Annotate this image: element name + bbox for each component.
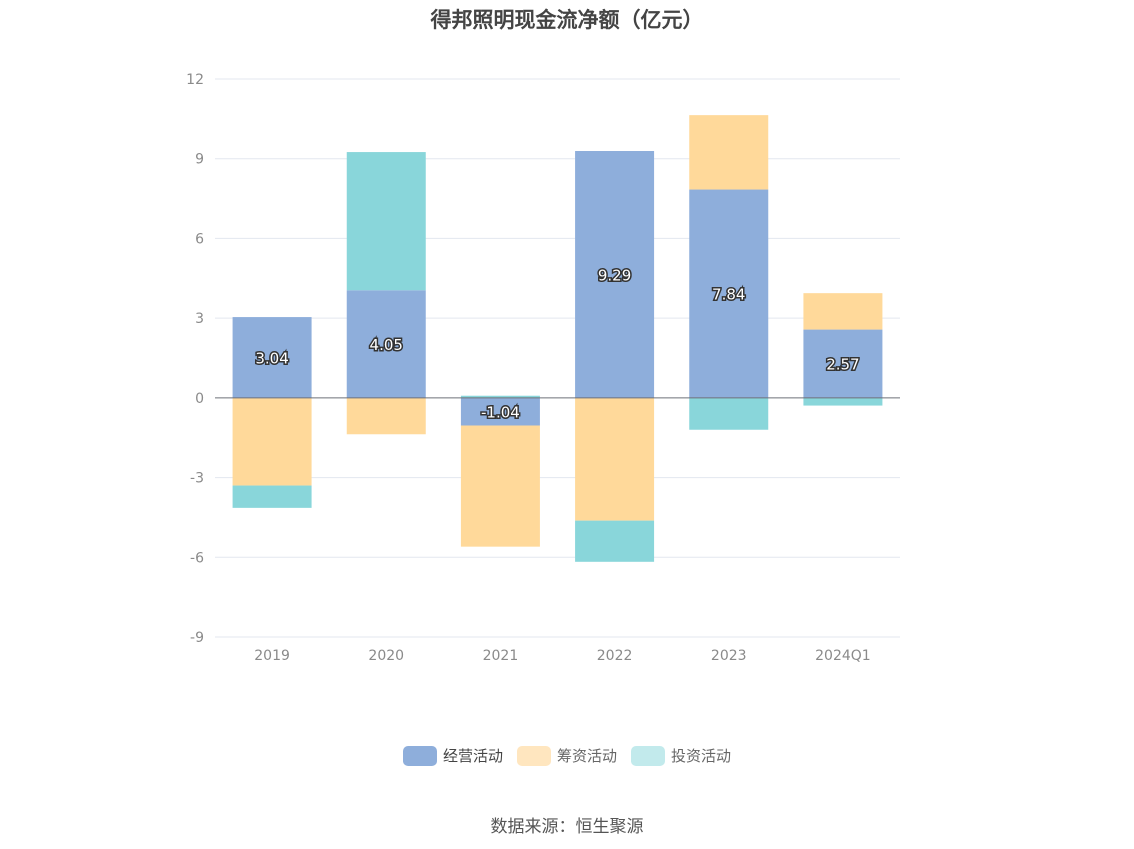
data-label: 4.05 xyxy=(370,336,403,354)
bar-投资活动-2019 xyxy=(232,485,312,508)
bar-投资活动-2021 xyxy=(460,395,540,398)
axes: 12 9 6 3 0 -3 -6 -9 2019 2020 2021 2022 2023 2024Q1 xyxy=(186,72,900,664)
data-label: 7.84 xyxy=(712,286,745,304)
x-tick-label: 2019 xyxy=(254,648,290,664)
y-tick-label: 6 xyxy=(195,231,204,247)
bar-投资活动-2022 xyxy=(575,520,655,562)
bar-经营活动-2022 xyxy=(575,151,655,398)
data-label: 9.29 xyxy=(598,266,631,284)
bar-经营活动-2024Q1 xyxy=(803,329,883,398)
data-label: 2.57 xyxy=(826,356,859,374)
bar-经营活动-2020 xyxy=(346,290,426,398)
bar-筹资活动-2023 xyxy=(689,115,769,190)
data-labels: 3.04 4.05 -1.04 9.29 7.84 2.57 xyxy=(254,265,861,423)
legend-swatch xyxy=(516,745,551,766)
x-tick-label: 2020 xyxy=(368,648,404,664)
x-tick-label: 2024Q1 xyxy=(815,648,871,664)
legend-item[interactable]: 经营活动 xyxy=(402,745,503,766)
bar-筹资活动-2019 xyxy=(232,397,312,486)
y-tick-label: 9 xyxy=(195,152,204,168)
y-tick-label: -9 xyxy=(190,630,204,646)
data-label: 3.04 xyxy=(255,349,288,367)
chart-title: 得邦照明现金流净额（亿元） xyxy=(430,8,704,32)
bar-筹资活动-2024Q1 xyxy=(803,293,883,330)
y-tick-label: -3 xyxy=(190,471,204,487)
data-label: -1.04 xyxy=(481,404,520,422)
legend: 经营活动 筹资活动 投资活动 xyxy=(0,745,1134,766)
legend-label: 筹资活动 xyxy=(556,747,617,765)
bar-筹资活动-2020 xyxy=(346,397,426,435)
legend-item[interactable]: 筹资活动 xyxy=(516,745,617,766)
bar-筹资活动-2022 xyxy=(575,397,655,521)
legend-swatch xyxy=(402,745,437,766)
x-tick-label: 2022 xyxy=(597,648,633,664)
x-tick-label: 2023 xyxy=(711,648,747,664)
bar-投资活动-2020 xyxy=(346,152,426,291)
legend-label: 经营活动 xyxy=(442,747,503,765)
y-tick-label: 12 xyxy=(186,72,204,88)
bar-投资活动-2024Q1 xyxy=(803,397,883,406)
bar-经营活动-2019 xyxy=(232,317,312,398)
legend-swatch xyxy=(631,745,665,766)
y-tick-label: -6 xyxy=(190,550,204,566)
bars xyxy=(232,115,883,562)
bar-经营活动-2023 xyxy=(689,189,769,398)
legend-label: 投资活动 xyxy=(671,747,732,765)
bar-筹资活动-2021 xyxy=(460,425,540,547)
bar-投资活动-2023 xyxy=(689,397,769,430)
y-tick-label: 3 xyxy=(195,311,204,327)
bar-经营活动-2021 xyxy=(460,397,540,426)
source-note: 数据来源：恒生聚源 xyxy=(490,817,644,837)
y-tick-label: 0 xyxy=(195,391,204,407)
x-tick-label: 2021 xyxy=(483,648,519,664)
legend-item[interactable]: 投资活动 xyxy=(631,745,731,766)
grid-lines xyxy=(215,78,900,638)
